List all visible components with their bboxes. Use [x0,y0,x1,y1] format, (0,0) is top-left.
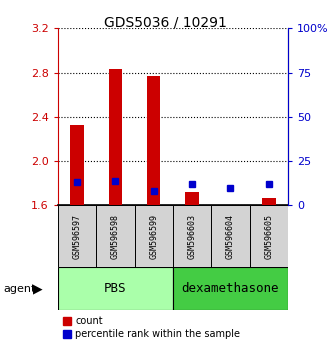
Text: GSM596603: GSM596603 [188,214,197,259]
Text: GSM596605: GSM596605 [264,214,273,259]
Bar [109,69,122,205]
Bar [262,198,275,205]
Text: GSM596597: GSM596597 [72,214,82,259]
Text: dexamethasone: dexamethasone [182,282,279,295]
Bar [173,205,211,267]
Bar [96,205,135,267]
Text: GDS5036 / 10291: GDS5036 / 10291 [104,16,227,30]
Bar [250,205,288,267]
Bar [173,267,288,310]
Bar [211,205,250,267]
Text: agent: agent [3,284,36,293]
Bar [71,125,84,205]
Text: GSM596598: GSM596598 [111,214,120,259]
Bar [58,205,96,267]
Bar [58,267,173,310]
Text: GSM596599: GSM596599 [149,214,158,259]
Bar [147,76,161,205]
Bar [185,192,199,205]
Text: PBS: PBS [104,282,127,295]
Text: GSM596604: GSM596604 [226,214,235,259]
Legend: count, percentile rank within the sample: count, percentile rank within the sample [63,316,240,339]
Bar [135,205,173,267]
Text: ▶: ▶ [33,282,43,295]
